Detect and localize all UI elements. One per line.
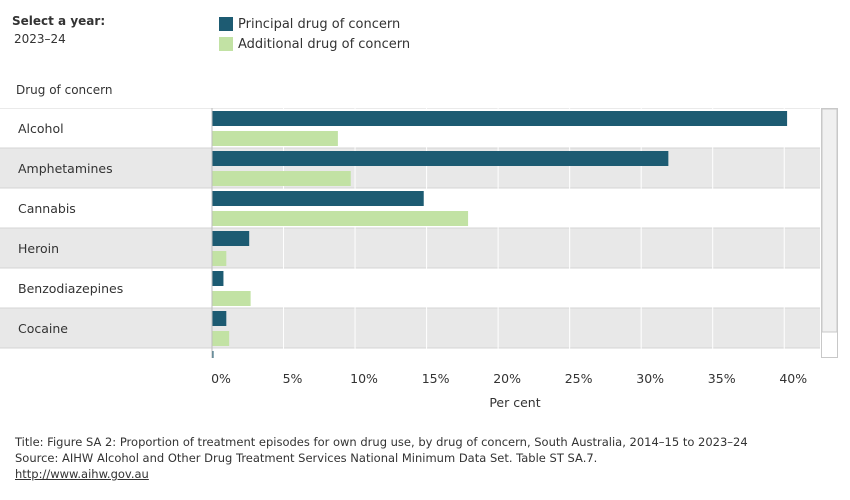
x-axis-title: Per cent [489,395,540,410]
scrollbar[interactable] [821,108,838,358]
x-tick-label: 5% [283,371,303,386]
bar-principal [212,231,250,246]
x-tick-label: 25% [565,371,593,386]
category-label: Amphetamines [18,161,113,176]
x-tick-label: 10% [350,371,378,386]
legend-item-principal[interactable]: Principal drug of concern [219,14,410,34]
chart-footer: Title: Figure SA 2: Proportion of treatm… [15,434,748,482]
category-label: Cannabis [18,201,76,216]
category-axis-header: Drug of concern [16,83,113,97]
legend-swatch-principal [219,17,233,31]
legend-label-additional: Additional drug of concern [238,36,411,52]
bar-principal [212,271,224,286]
chart-title: Title: Figure SA 2: Proportion of treatm… [15,435,748,449]
legend-swatch-additional [219,37,233,51]
bar-additional [212,211,469,226]
year-selector-value[interactable]: 2023–24 [14,32,66,46]
category-label: Benzodiazepines [18,281,123,296]
year-selector-label: Select a year: [12,14,106,28]
bar-additional [212,171,351,186]
legend-label-principal: Principal drug of concern [238,16,401,32]
category-label: Alcohol [18,121,64,136]
bar-chart: Alcohol Amphetamines Cannabis Heroin Benzodi… [0,108,838,410]
scrollbar-thumb[interactable] [821,108,838,333]
bar-principal [212,311,227,326]
bar-additional [212,331,230,346]
bar-additional [212,131,338,146]
x-tick-label: 20% [493,371,521,386]
chart-source: Source: AIHW Alcohol and Other Drug Trea… [15,451,598,465]
year-selector[interactable]: Select a year: 2023–24 [12,14,105,46]
category-label: Heroin [18,241,59,256]
row-band [0,228,820,268]
bar-additional [212,251,227,266]
legend-item-additional[interactable]: Additional drug of concern [219,34,410,54]
x-tick-label: 15% [422,371,450,386]
x-tick-label: 35% [708,371,736,386]
x-tick-label: 40% [779,371,807,386]
bar-additional [212,291,251,306]
bar-principal [212,151,669,166]
bar-principal [212,111,788,126]
bar-principal [212,191,424,206]
legend: Principal drug of concern Additional dru… [219,14,410,54]
bars-group: Alcohol Amphetamines Cannabis Heroin Benzodi… [0,108,820,376]
category-label: Other analgesics [18,361,123,376]
bar-principal [212,351,214,358]
x-tick-label: 0% [211,371,231,386]
row-band [0,308,820,348]
category-label: Cocaine [18,321,68,336]
source-link[interactable]: http://www.aihw.gov.au [15,467,149,481]
x-tick-label: 30% [636,371,664,386]
